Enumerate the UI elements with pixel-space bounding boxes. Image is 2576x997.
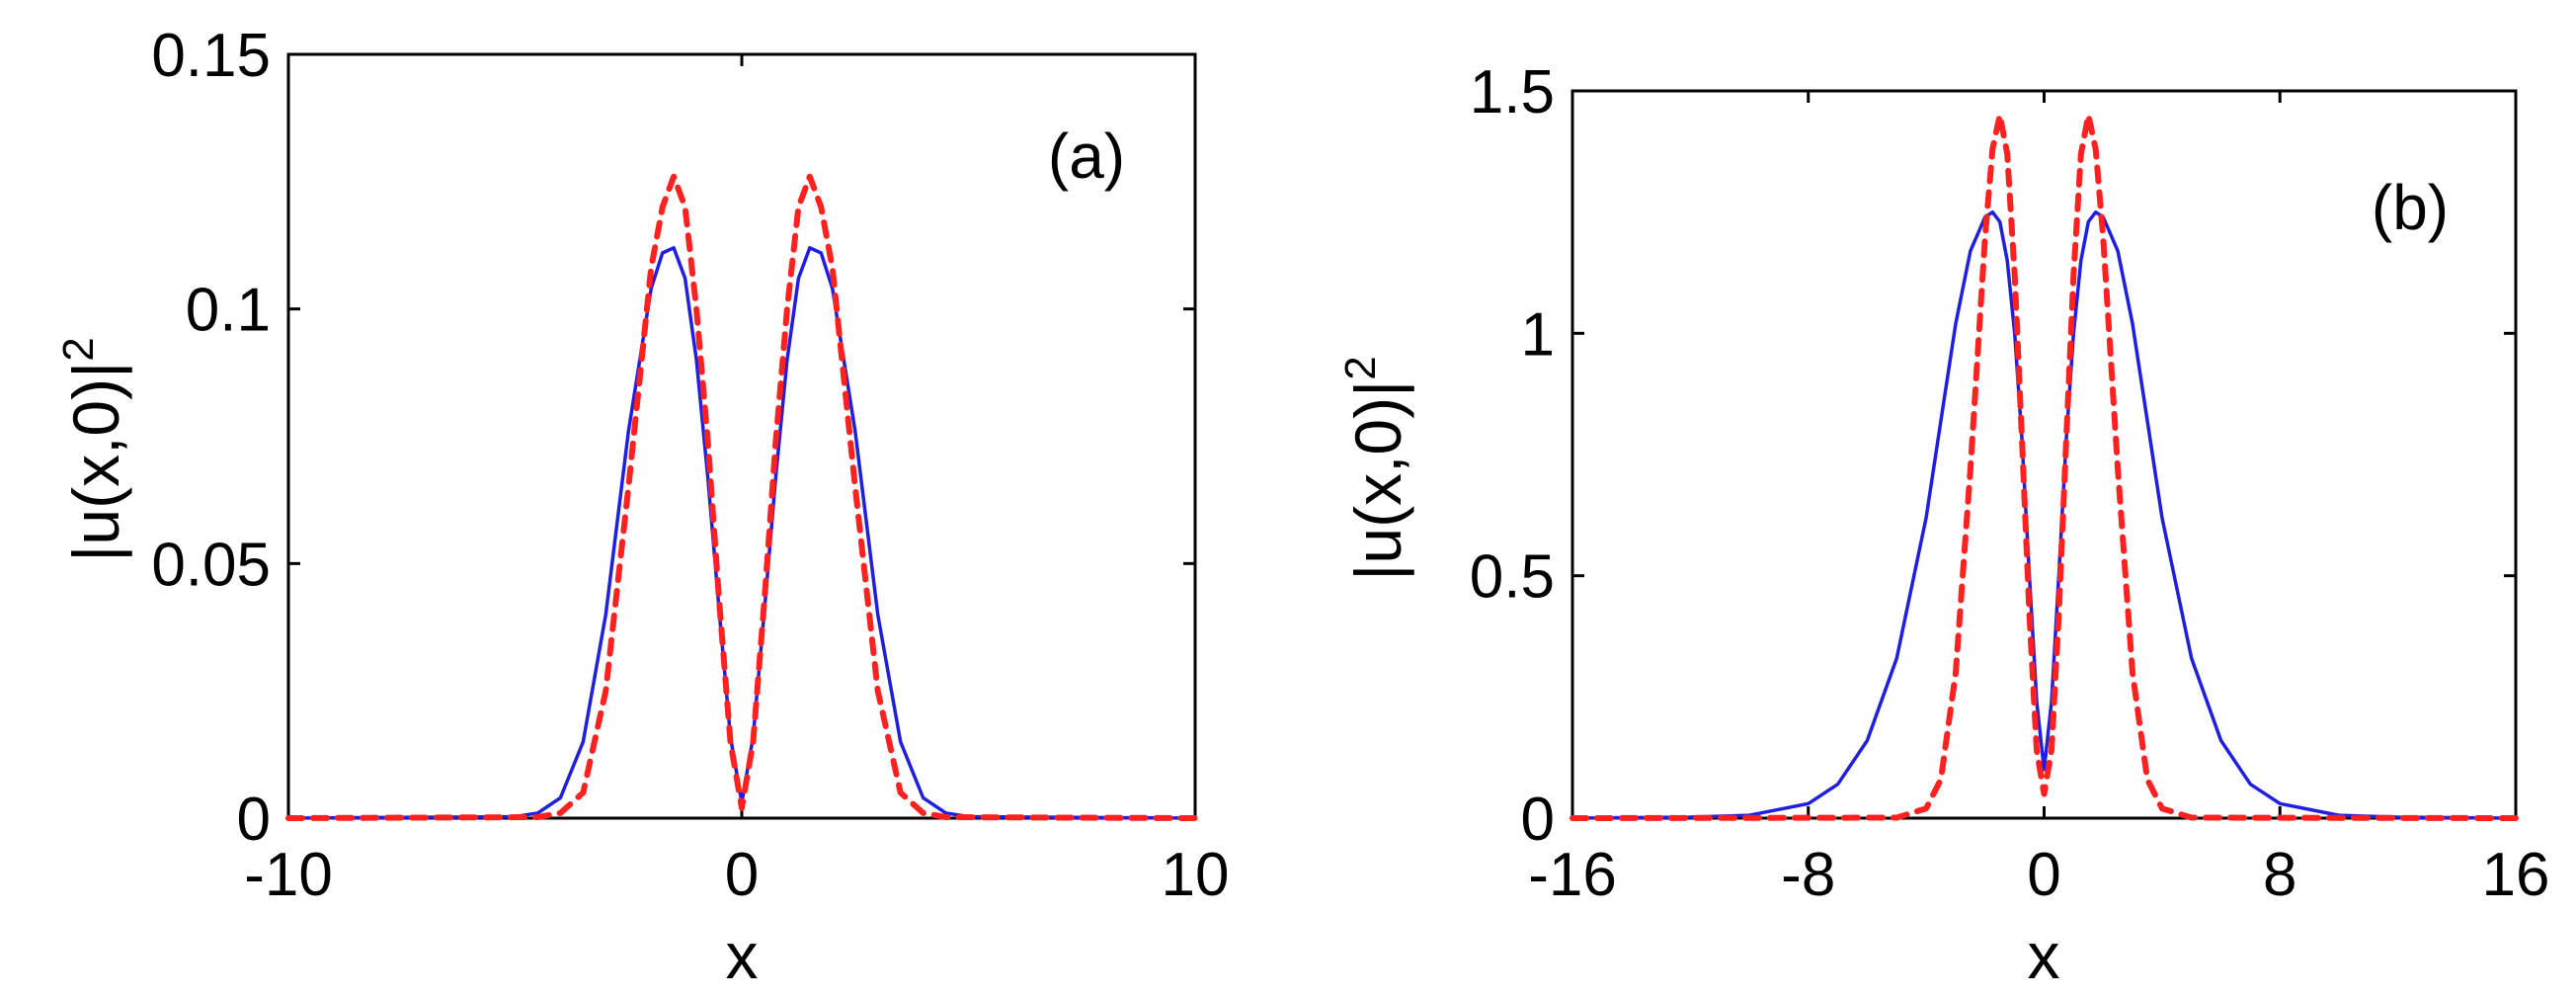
- y-axis-label-text: |u(x,0)|: [59, 362, 132, 562]
- tick-labels: -16 -8 0 8 16 0 0.5 1 1.5: [1470, 58, 2550, 909]
- x-tick-label: 8: [2263, 841, 2296, 909]
- y-axis-label-exponent: 2: [54, 337, 103, 361]
- y-tick-label: 1.5: [1470, 58, 1555, 126]
- y-tick-label: 0.5: [1470, 543, 1555, 612]
- x-tick-label: 10: [1162, 841, 1230, 909]
- series-line-solid: [286, 246, 1197, 820]
- series-line-dashed: [1570, 112, 2519, 821]
- panel-label: (b): [2372, 172, 2449, 243]
- x-tick-label: 0: [2027, 841, 2060, 909]
- series-group: [1570, 112, 2519, 821]
- y-tick-label: 0.1: [186, 277, 271, 345]
- y-tick-label: 0: [237, 786, 271, 854]
- panel-b: -16 -8 0 8 16 0 0.5 1 1.5 (b) x |u(x,0)|2: [1336, 58, 2549, 992]
- series-group: [285, 173, 1198, 821]
- y-axis-label-group: |u(x,0)|2: [54, 337, 132, 561]
- y-axis-label-text: |u(x,0)|: [1341, 380, 1414, 581]
- y-axis-label: |u(x,0)|2: [1336, 356, 1414, 580]
- x-tick-label: 0: [725, 841, 759, 909]
- x-axis-label: x: [2028, 919, 2060, 992]
- y-axis-label: |u(x,0)|2: [54, 337, 132, 561]
- y-tick-label: 0.05: [151, 531, 271, 599]
- series-line-solid: [1570, 209, 2518, 820]
- x-tick-label: -8: [1781, 841, 1835, 909]
- panel-label: (a): [1048, 121, 1125, 192]
- y-axis-label-group: |u(x,0)|2: [1336, 356, 1414, 580]
- y-tick-label: 0.15: [151, 22, 271, 90]
- y-axis-label-exponent: 2: [1336, 356, 1385, 379]
- x-tick-label: -16: [1528, 841, 1617, 909]
- x-axis-label: x: [726, 919, 759, 992]
- series-line-dashed: [285, 173, 1198, 821]
- y-tick-label: 0: [1521, 786, 1555, 854]
- x-tick-label: 16: [2482, 841, 2550, 909]
- x-tick-label: -10: [244, 841, 333, 909]
- y-tick-label: 1: [1521, 300, 1555, 369]
